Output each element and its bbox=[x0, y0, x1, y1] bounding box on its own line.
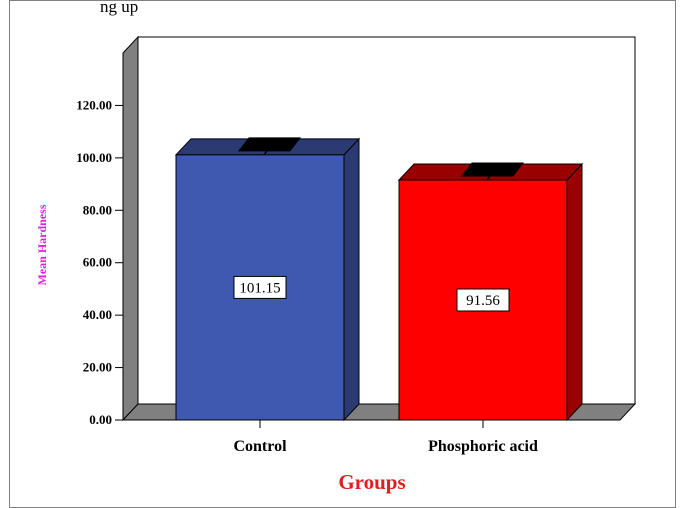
y-tick-label: 80.00 bbox=[83, 202, 112, 217]
y-tick-label: 100.00 bbox=[76, 150, 112, 165]
bar-side bbox=[566, 162, 583, 422]
top-caption: ng up bbox=[100, 0, 138, 16]
bar-side bbox=[343, 137, 360, 422]
y-tick-label: 60.00 bbox=[83, 255, 112, 270]
y-axis: 0.00 20.00 40.00 60.00 80.00 100.00 120.00 bbox=[76, 53, 124, 427]
error-cap bbox=[460, 162, 525, 177]
bars bbox=[174, 137, 584, 422]
y-tick-label: 40.00 bbox=[83, 307, 112, 322]
x-axis-title: Groups bbox=[338, 470, 405, 494]
data-label: 101.15 bbox=[239, 280, 280, 296]
y-tick-label: 0.00 bbox=[89, 412, 112, 427]
y-tick-label: 120.00 bbox=[76, 97, 112, 112]
x-tick-label: Control bbox=[233, 438, 287, 455]
data-label-box bbox=[233, 275, 287, 299]
error-bar-stem bbox=[263, 150, 268, 156]
x-axis: Control Phosphoric acid bbox=[123, 419, 620, 455]
data-label-box bbox=[456, 288, 510, 312]
error-bar-stem bbox=[486, 175, 491, 181]
error-cap bbox=[237, 137, 302, 152]
data-labels: 101.15 91.56 bbox=[233, 275, 510, 312]
x-tick-label: Phosphoric acid bbox=[428, 438, 538, 455]
side-wall bbox=[122, 35, 139, 422]
data-label: 91.56 bbox=[466, 293, 500, 309]
y-tick-label: 20.00 bbox=[83, 360, 112, 375]
y-axis-title: Mean Hardness bbox=[35, 204, 49, 285]
